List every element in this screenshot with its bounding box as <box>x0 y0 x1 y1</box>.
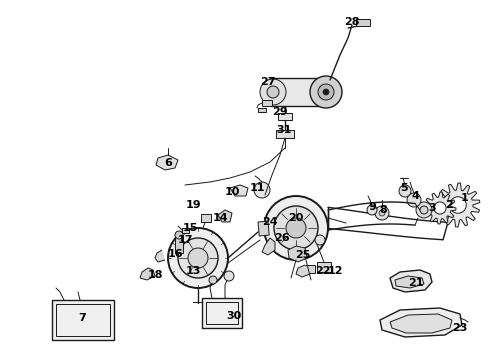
Text: 14: 14 <box>212 213 228 223</box>
Text: 1: 1 <box>461 193 469 203</box>
Text: 20: 20 <box>288 213 304 223</box>
Polygon shape <box>140 268 155 280</box>
Text: 17: 17 <box>177 235 193 245</box>
Text: 18: 18 <box>147 270 163 280</box>
Bar <box>270 78 325 106</box>
Bar <box>175 235 183 253</box>
Text: 23: 23 <box>452 323 467 333</box>
Circle shape <box>264 196 328 260</box>
Text: 26: 26 <box>274 233 290 243</box>
Polygon shape <box>296 265 310 277</box>
Text: 29: 29 <box>272 107 288 117</box>
Circle shape <box>323 89 329 95</box>
Text: 30: 30 <box>226 311 242 321</box>
Text: 22: 22 <box>315 266 331 276</box>
Bar <box>56 304 110 336</box>
Text: 4: 4 <box>411 191 419 201</box>
Polygon shape <box>424 192 456 224</box>
Text: 6: 6 <box>164 158 172 168</box>
Text: 11: 11 <box>249 183 265 193</box>
Circle shape <box>168 228 228 288</box>
Circle shape <box>367 205 377 215</box>
Text: 19: 19 <box>185 200 201 210</box>
Text: 27: 27 <box>260 77 276 87</box>
Bar <box>206 302 238 324</box>
Polygon shape <box>390 270 432 292</box>
Bar <box>276 130 294 138</box>
Text: 21: 21 <box>408 278 424 288</box>
Polygon shape <box>230 185 248 196</box>
Circle shape <box>209 276 217 284</box>
Polygon shape <box>218 210 232 222</box>
Circle shape <box>434 202 446 214</box>
Circle shape <box>175 231 183 239</box>
Polygon shape <box>288 246 307 262</box>
Circle shape <box>224 271 234 281</box>
Circle shape <box>310 76 342 108</box>
Circle shape <box>379 210 385 216</box>
Text: 8: 8 <box>379 205 387 215</box>
Text: 2: 2 <box>445 200 453 210</box>
Circle shape <box>178 238 218 278</box>
Bar <box>52 300 114 340</box>
Text: 25: 25 <box>295 250 311 260</box>
Circle shape <box>416 202 432 218</box>
Circle shape <box>267 86 279 98</box>
Polygon shape <box>436 183 480 227</box>
Bar <box>202 298 242 328</box>
Text: 28: 28 <box>344 17 360 27</box>
Bar <box>278 113 292 120</box>
Circle shape <box>286 218 306 238</box>
Text: 7: 7 <box>78 313 86 323</box>
Bar <box>305 265 315 273</box>
Circle shape <box>407 193 421 207</box>
Circle shape <box>254 182 270 198</box>
Polygon shape <box>156 155 178 170</box>
Circle shape <box>450 197 466 213</box>
Circle shape <box>375 206 389 220</box>
Text: 5: 5 <box>400 183 408 193</box>
Text: 12: 12 <box>327 266 343 276</box>
Circle shape <box>318 84 334 100</box>
Circle shape <box>274 206 318 250</box>
Text: 10: 10 <box>224 187 240 197</box>
Bar <box>182 228 189 233</box>
Text: 24: 24 <box>262 217 278 227</box>
Text: 31: 31 <box>276 125 292 135</box>
Polygon shape <box>155 250 165 262</box>
Text: 9: 9 <box>368 202 376 212</box>
Circle shape <box>188 248 208 268</box>
Polygon shape <box>262 238 275 255</box>
Polygon shape <box>380 308 462 337</box>
Bar <box>201 214 211 222</box>
Bar <box>258 108 266 112</box>
Text: 13: 13 <box>185 266 201 276</box>
Text: 16: 16 <box>167 249 183 259</box>
Text: 3: 3 <box>428 203 436 213</box>
Circle shape <box>420 206 428 214</box>
Circle shape <box>260 79 286 105</box>
Bar <box>262 100 272 106</box>
Polygon shape <box>395 276 424 288</box>
Bar <box>317 262 331 272</box>
Bar <box>356 19 370 26</box>
Text: 15: 15 <box>182 223 197 233</box>
Circle shape <box>315 235 325 245</box>
Circle shape <box>399 185 411 197</box>
Bar <box>258 221 269 236</box>
Polygon shape <box>390 314 452 333</box>
